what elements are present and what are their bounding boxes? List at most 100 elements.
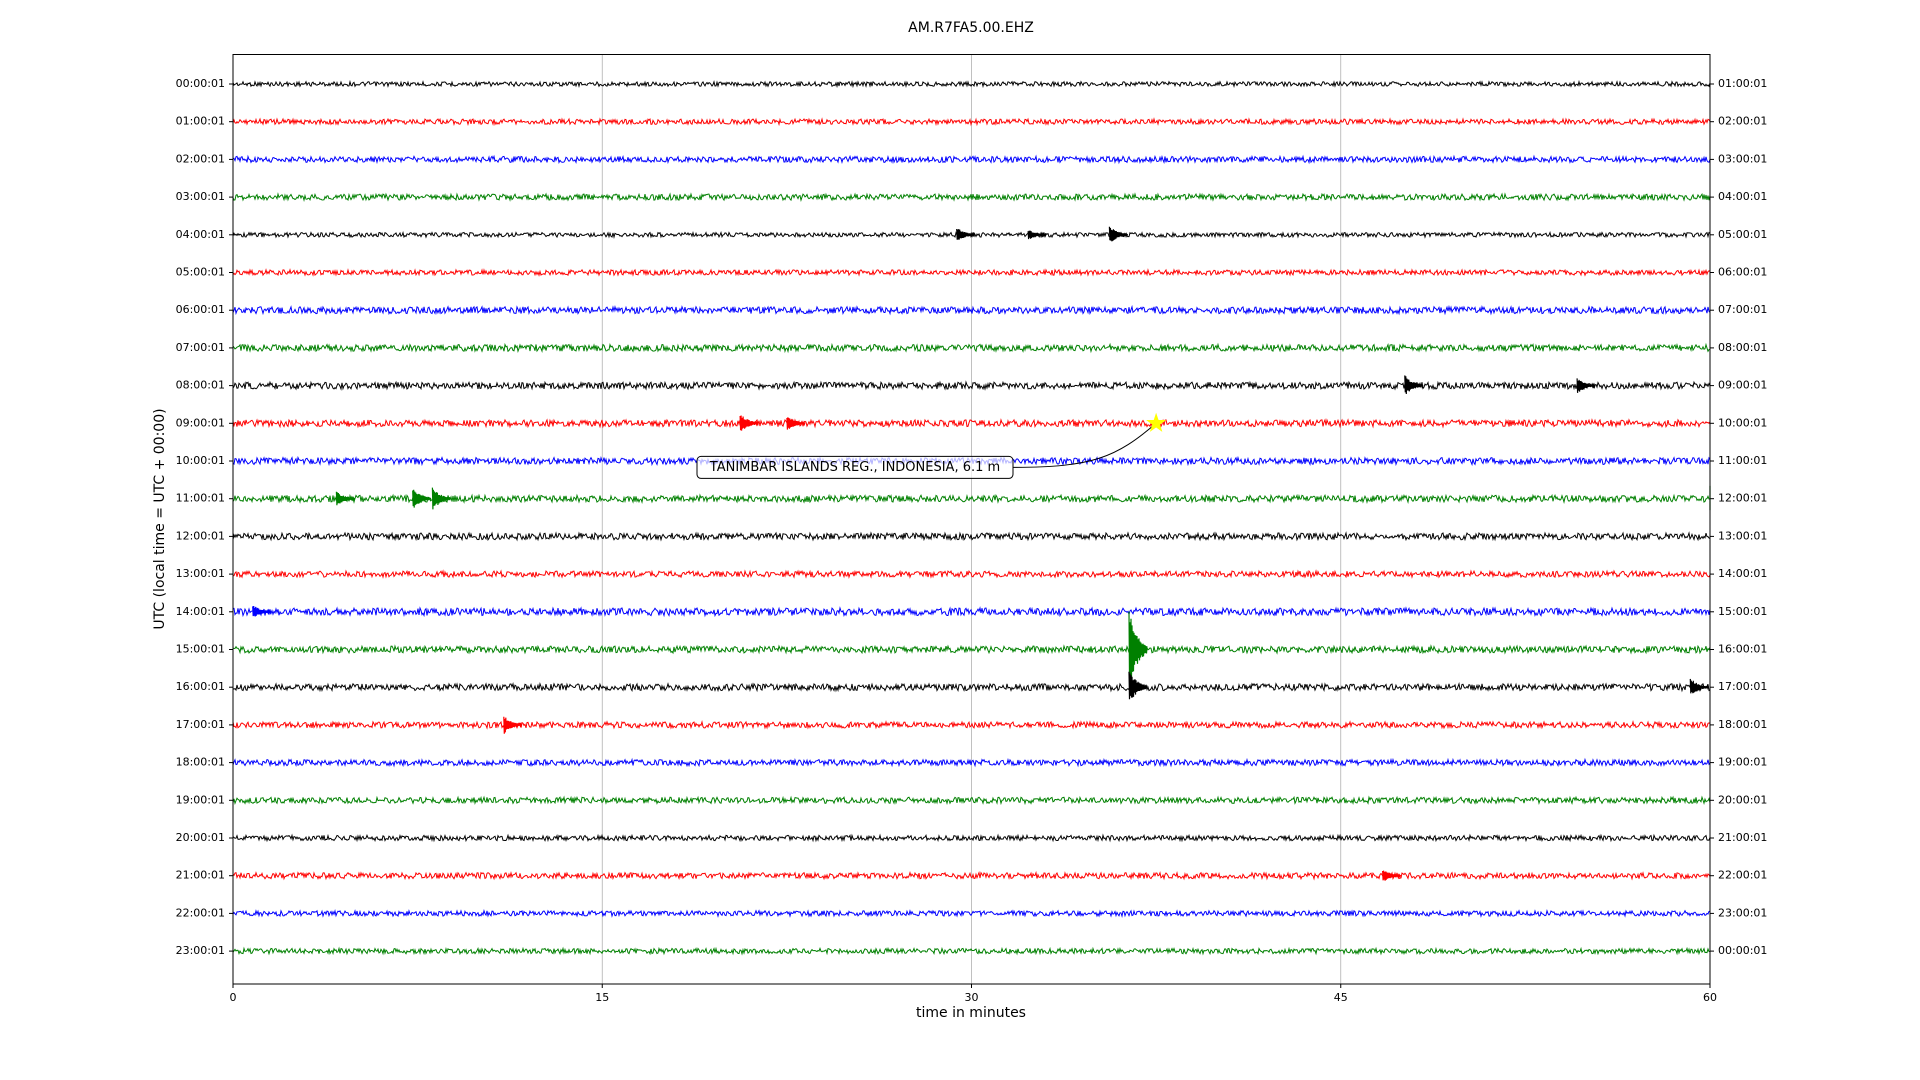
y2-tick-label: 05:00:01 <box>1718 228 1767 241</box>
y-tick-label: 08:00:01 <box>176 379 225 392</box>
event-star <box>1146 412 1167 432</box>
burst <box>739 415 759 431</box>
trace <box>232 230 1711 239</box>
burst <box>1027 230 1047 240</box>
burst <box>1128 611 1148 679</box>
trace <box>232 154 1711 165</box>
burst <box>1128 671 1148 700</box>
y2-tick-label: 10:00:01 <box>1718 416 1767 429</box>
y2-tick-label: 14:00:01 <box>1718 567 1767 580</box>
x-tick-label: 60 <box>1703 991 1717 1004</box>
y2-tick-label: 04:00:01 <box>1718 190 1767 203</box>
x-tick-label: 0 <box>230 991 237 1004</box>
trace <box>232 644 1711 655</box>
trace <box>232 342 1711 354</box>
y2-tick-label: 09:00:01 <box>1718 379 1767 392</box>
y2-tick-label: 23:00:01 <box>1718 906 1767 919</box>
y-tick-label: 03:00:01 <box>176 190 225 203</box>
y-tick-label: 23:00:01 <box>176 944 225 957</box>
y2-tick-label: 08:00:01 <box>1718 341 1767 354</box>
y-tick-label: 07:00:01 <box>176 341 225 354</box>
y2-tick-label: 19:00:01 <box>1718 756 1767 769</box>
annotation-box <box>696 455 1014 479</box>
y-tick-label: 21:00:01 <box>176 869 225 882</box>
trace <box>232 606 1711 618</box>
y-tick-label: 10:00:01 <box>176 454 225 467</box>
y-tick-label: 20:00:01 <box>176 831 225 844</box>
y-tick-label: 12:00:01 <box>176 529 225 542</box>
y-tick-label: 09:00:01 <box>176 416 225 429</box>
chart-title: AM.R7FA5.00.EHZ <box>908 20 1034 36</box>
trace <box>232 757 1711 768</box>
y2-tick-label: 17:00:01 <box>1718 680 1767 693</box>
y2-tick-label: 21:00:01 <box>1718 831 1767 844</box>
y2-tick-label: 07:00:01 <box>1718 303 1767 316</box>
y2-tick-label: 13:00:01 <box>1718 529 1767 542</box>
burst <box>1108 226 1128 242</box>
x-tick-label: 45 <box>1334 991 1348 1004</box>
trace <box>232 304 1711 316</box>
x-axis-label: time in minutes <box>916 1005 1026 1021</box>
y-tick-label: 19:00:01 <box>176 793 225 806</box>
burst <box>335 491 355 506</box>
y-tick-label: 06:00:01 <box>176 303 225 316</box>
trace <box>232 531 1711 542</box>
trace <box>232 268 1711 277</box>
burst <box>1576 378 1596 393</box>
y2-tick-label: 06:00:01 <box>1718 266 1767 279</box>
trace <box>232 870 1711 881</box>
y-tick-label: 18:00:01 <box>176 756 225 769</box>
burst <box>1689 678 1709 694</box>
trace <box>232 795 1711 806</box>
trace <box>232 833 1711 843</box>
y2-tick-label: 18:00:01 <box>1718 718 1767 731</box>
trace <box>232 418 1711 429</box>
x-tick-label: 15 <box>595 991 609 1004</box>
y2-tick-label: 02:00:01 <box>1718 115 1767 128</box>
y-tick-label: 11:00:01 <box>176 492 225 505</box>
y-tick-label: 02:00:01 <box>176 152 225 165</box>
y-tick-label: 17:00:01 <box>176 718 225 731</box>
y2-tick-label: 15:00:01 <box>1718 605 1767 618</box>
trace <box>232 946 1711 956</box>
burst <box>412 489 432 508</box>
burst <box>431 487 451 510</box>
y2-tick-label: 01:00:01 <box>1718 77 1767 90</box>
y-tick-label: 16:00:01 <box>176 680 225 693</box>
annotation-label: TANIMBAR ISLANDS REG., INDONESIA, 6.1 m <box>709 460 1000 475</box>
y-axis-label: UTC (local time = UTC + 00:00) <box>152 408 168 629</box>
burst <box>252 606 272 617</box>
y2-tick-label: 00:00:01 <box>1718 944 1767 957</box>
trace <box>232 192 1711 203</box>
y-tick-label: 15:00:01 <box>176 643 225 656</box>
y-tick-label: 22:00:01 <box>176 906 225 919</box>
y-tick-label: 05:00:01 <box>176 266 225 279</box>
y-tick-label: 01:00:01 <box>176 115 225 128</box>
y-tick-label: 04:00:01 <box>176 228 225 241</box>
y2-tick-label: 11:00:01 <box>1718 454 1767 467</box>
trace <box>232 380 1711 391</box>
annotation-arrow <box>1012 422 1157 468</box>
y2-tick-label: 20:00:01 <box>1718 793 1767 806</box>
burst <box>1404 375 1424 395</box>
trace <box>232 681 1711 693</box>
y-tick-label: 13:00:01 <box>176 567 225 580</box>
trace <box>232 720 1711 730</box>
y-tick-label: 00:00:01 <box>176 77 225 90</box>
trace <box>232 493 1711 505</box>
burst <box>786 417 806 430</box>
burst <box>1382 870 1402 881</box>
y2-tick-label: 16:00:01 <box>1718 643 1767 656</box>
plot-frame <box>232 54 1711 985</box>
x-tick-label: 30 <box>965 991 979 1004</box>
y2-tick-label: 22:00:01 <box>1718 869 1767 882</box>
burst <box>503 716 523 734</box>
trace <box>232 569 1711 580</box>
trace <box>232 79 1711 89</box>
y2-tick-label: 12:00:01 <box>1718 492 1767 505</box>
y-tick-label: 14:00:01 <box>176 605 225 618</box>
burst <box>956 228 976 240</box>
trace <box>232 908 1711 918</box>
